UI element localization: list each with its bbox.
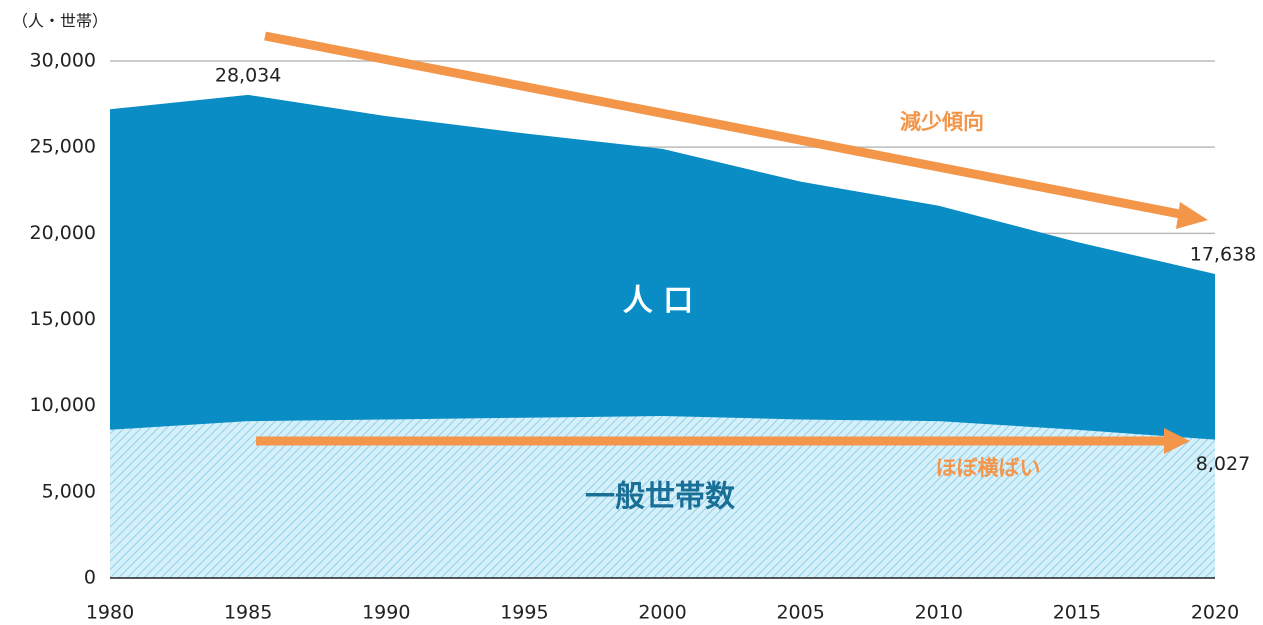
y-axis-label: （人・世帯）: [12, 12, 108, 31]
x-tick-label: 1990: [362, 602, 410, 624]
area: [110, 416, 1215, 578]
x-tick-label: 1980: [86, 602, 134, 624]
series-label: 一般世帯数: [585, 480, 736, 515]
value-label: 8,027: [1196, 453, 1250, 475]
y-tick-label: 30,000: [30, 50, 96, 72]
series-label: 人 口: [623, 284, 693, 319]
x-tick-label: 2020: [1191, 602, 1239, 624]
x-tick-label: 2010: [915, 602, 963, 624]
x-tick-label: 2005: [776, 602, 824, 624]
y-tick-label: 20,000: [30, 222, 96, 244]
annotation: 減少傾向: [900, 110, 984, 134]
annotation: ほぼ横ばい: [936, 456, 1041, 480]
y-tick-label: 10,000: [30, 394, 96, 416]
y-tick-label: 15,000: [30, 308, 96, 330]
x-tick-label: 1995: [500, 602, 548, 624]
y-tick-label: 5,000: [42, 480, 96, 502]
y-tick-label: 0: [84, 567, 96, 589]
x-tick-label: 1985: [224, 602, 272, 624]
y-tick-label: 25,000: [30, 136, 96, 158]
trend-arrow: [264, 31, 1208, 229]
value-label: 28,034: [215, 64, 281, 86]
x-tick-label: 2000: [638, 602, 686, 624]
value-label: 17,638: [1190, 244, 1256, 266]
flat-arrow: [256, 428, 1190, 454]
x-tick-label: 2015: [1053, 602, 1101, 624]
